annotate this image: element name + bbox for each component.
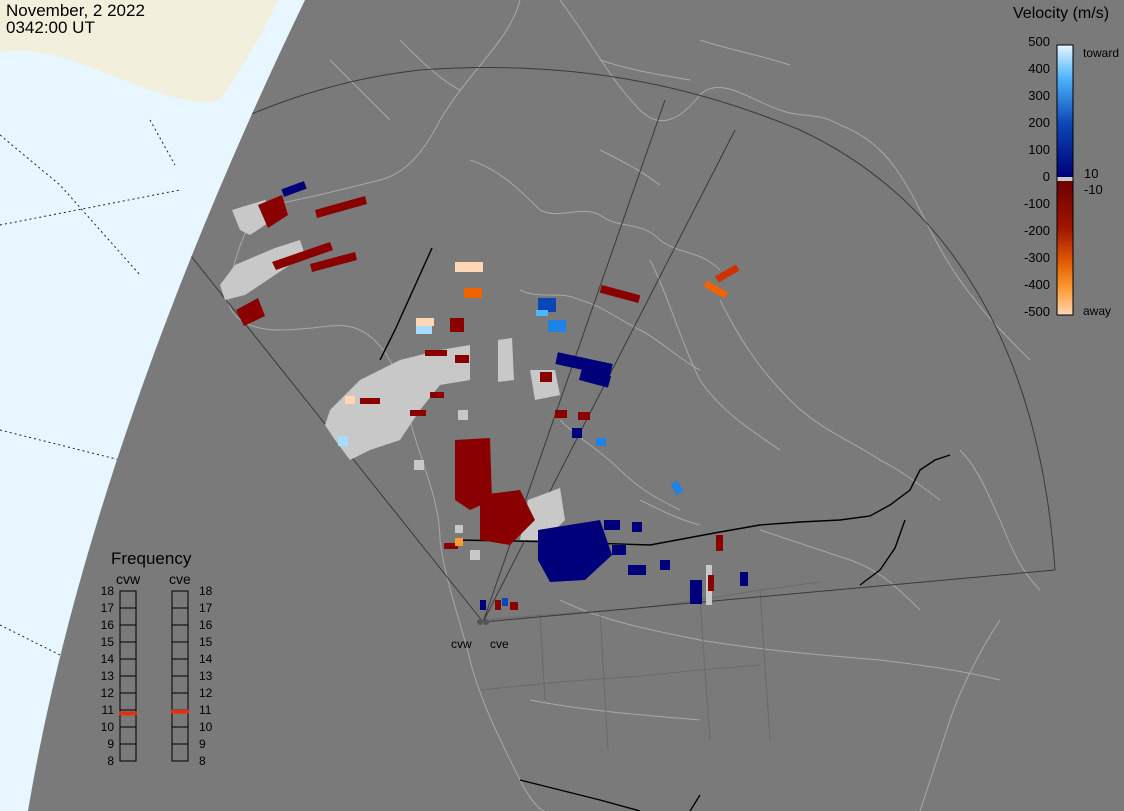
frequency-tick-label-left: 11 — [101, 703, 114, 717]
frequency-tick-label-right: 11 — [199, 703, 212, 717]
velocity-tick-label: 300 — [1028, 88, 1050, 103]
political-borders — [379, 247, 951, 811]
velocity-colorbar — [1056, 44, 1074, 316]
frequency-bars — [119, 590, 189, 762]
globe-nightside — [28, 0, 1124, 811]
velocity-tick-label: 400 — [1028, 61, 1050, 76]
radar-site-label-cvw: cvw — [451, 637, 472, 651]
frequency-tick-label-left: 12 — [100, 686, 114, 700]
velocity-tick-label: -400 — [1023, 277, 1050, 292]
frequency-cell — [171, 658, 189, 677]
frequency-tick-label-right: 10 — [199, 720, 213, 734]
frequency-cell — [171, 743, 189, 762]
velocity-tick-label: 0 — [1042, 169, 1050, 184]
away-color-scale — [1057, 181, 1073, 315]
frequency-cell — [171, 692, 189, 711]
frequency-tick-label-right: 14 — [199, 652, 213, 666]
frequency-bar-cvw — [119, 590, 137, 762]
frequency-tick-label-left: 9 — [107, 737, 114, 751]
state-borders — [479, 581, 821, 751]
frequency-tick-label-right: 17 — [199, 601, 213, 615]
frequency-cell — [119, 726, 137, 745]
frequency-tick-label-left: 14 — [100, 652, 114, 666]
frequency-tick-label-right: 18 — [199, 584, 213, 598]
frequency-cell — [119, 607, 137, 626]
velocity-tick-label: -100 — [1023, 196, 1050, 211]
frequency-cell — [119, 675, 137, 694]
frequency-tick-label-left: 13 — [100, 669, 114, 683]
frequency-cell — [119, 624, 137, 643]
ground-scatter-swatch — [1057, 177, 1073, 181]
ground-scatter-cells — [220, 200, 712, 605]
frequency-cell — [119, 743, 137, 762]
velocity-tick-label: 100 — [1028, 142, 1050, 157]
frequency-tick-label-right: 12 — [199, 686, 213, 700]
frequency-cell — [119, 641, 137, 660]
frequency-tick-label-right: 13 — [199, 669, 213, 683]
velocity-tick-label: -300 — [1023, 250, 1050, 265]
frequency-tick-label-right: 15 — [199, 635, 213, 649]
away-velocity-cells — [236, 195, 723, 610]
coastlines — [227, 0, 1041, 811]
frequency-indicator-cvw — [119, 711, 137, 716]
frequency-cell — [119, 692, 137, 711]
radar-site-label-cve: cve — [490, 637, 509, 651]
toward-label: toward — [1083, 46, 1120, 60]
toward-color-scale — [1057, 45, 1073, 177]
frequency-tick-label-left: 18 — [100, 584, 114, 598]
frequency-cell — [171, 607, 189, 626]
frequency-cell — [171, 726, 189, 745]
toward-velocity-cells — [281, 181, 748, 610]
frequency-cell — [119, 658, 137, 677]
frequency-cell — [171, 624, 189, 643]
dayside-grid — [0, 119, 181, 661]
frequency-tick-label-left: 16 — [100, 618, 114, 632]
velocity-tick-label: 200 — [1028, 115, 1050, 130]
frequency-tick-label-left: 17 — [100, 601, 114, 615]
radar-site-markers — [477, 619, 489, 625]
frequency-bar-cve — [171, 590, 189, 762]
velocity-zero-label-positive: 10 — [1084, 166, 1099, 181]
frequency-cell — [171, 641, 189, 660]
velocity-tick-label: -500 — [1023, 304, 1050, 319]
velocity-tick-label: -200 — [1023, 223, 1050, 238]
frequency-tick-label-left: 10 — [100, 720, 114, 734]
frequency-tick-label-left: 8 — [107, 754, 114, 768]
frequency-tick-label-right: 9 — [199, 737, 206, 751]
fast-away-velocity-cells — [345, 262, 740, 546]
velocity-zero-label-negative: -10 — [1084, 182, 1103, 197]
plot-time: 0342:00 UT — [6, 18, 95, 37]
plot-date: November, 2 2022 — [6, 1, 145, 20]
away-label: away — [1083, 304, 1112, 318]
frequency-radar-label-cve: cve — [169, 571, 191, 587]
frequency-indicator-cve — [171, 709, 189, 714]
sunlit-landmass — [0, 0, 278, 103]
frequency-radar-label-cvw: cvw — [116, 571, 141, 587]
velocity-tick-label: 500 — [1028, 34, 1050, 49]
frequency-cell — [171, 590, 189, 609]
frequency-cell — [171, 675, 189, 694]
frequency-panel-title: Frequency — [111, 549, 192, 568]
frequency-tick-label-left: 15 — [100, 635, 114, 649]
velocity-legend-title: Velocity (m/s) — [1013, 5, 1110, 22]
frequency-tick-label-right: 16 — [199, 618, 213, 632]
frequency-tick-label-right: 8 — [199, 754, 206, 768]
frequency-cell — [119, 590, 137, 609]
